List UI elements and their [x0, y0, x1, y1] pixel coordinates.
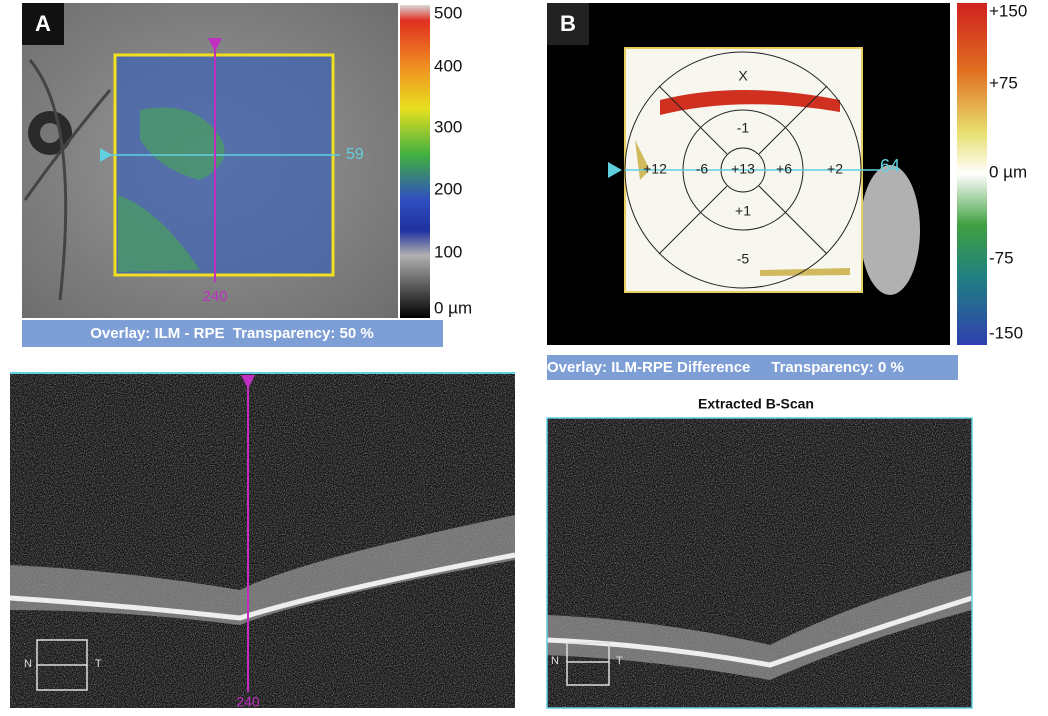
vertical-arrow	[241, 375, 255, 389]
optic-cup	[40, 123, 60, 143]
panel-b: 64 X -1 -6 +13 +6 +2 +12 +1 -5 B +150 +7…	[547, 1, 1027, 412]
colorbar-label: 0 µm	[434, 298, 472, 317]
panel-a: A 59 240 500 400 300 200 100 0 µm Overla…	[22, 3, 472, 347]
orientation-box	[566, 642, 610, 686]
bscan-a: 240 N T	[9, 372, 516, 710]
panel-label-box	[547, 3, 589, 45]
colorbar	[400, 5, 430, 318]
colorbar-label: 500	[434, 3, 462, 22]
thickness-overlay	[113, 53, 335, 277]
grid-label: +12	[643, 161, 667, 177]
panel-label: B	[560, 11, 576, 36]
rpe-band	[9, 552, 516, 621]
horizontal-marker: 64	[880, 156, 900, 176]
colorbar-label: 200	[434, 179, 462, 198]
vessels	[23, 59, 112, 301]
grid-label: -1	[737, 120, 750, 136]
bscan-border	[546, 417, 973, 709]
colorbar-label: 100	[434, 242, 462, 261]
colorbar-label: 0 µm	[989, 162, 1027, 181]
horizontal-marker: 59	[346, 146, 364, 163]
orientation-label: T	[616, 655, 623, 667]
panel-label: A	[35, 11, 51, 36]
scan-halo	[860, 165, 920, 295]
bscan-marker: 240	[236, 694, 260, 710]
overlay-bar	[22, 320, 443, 347]
colorbar-label: 300	[434, 117, 462, 136]
colorbar-label: -75	[989, 248, 1014, 267]
scan-arrow	[100, 148, 112, 162]
grid-label: +6	[776, 161, 792, 177]
overlay-bar	[547, 355, 958, 380]
colorbar-label: +150	[989, 1, 1027, 20]
map-red-band	[660, 90, 840, 115]
colorbar-label: 400	[434, 56, 462, 75]
retina-layer	[547, 570, 972, 680]
overlay-text: Overlay: ILM - RPE Transparency: 50 %	[90, 325, 373, 342]
orientation-label: N	[551, 655, 559, 667]
orientation-label: T	[95, 658, 102, 670]
rpe-band	[546, 595, 973, 668]
grid-label: -5	[737, 251, 750, 267]
scan-arrow	[608, 162, 622, 178]
overlay-text: Overlay: ILM-RPE Difference Transparency…	[547, 359, 904, 376]
colorbar-label: -150	[989, 323, 1023, 342]
retina-layer	[10, 515, 515, 625]
grid-label: X	[738, 68, 748, 84]
overlay-thick-area	[118, 107, 225, 272]
bscan-title: Extracted B-Scan	[698, 396, 814, 412]
grid-label: +1	[735, 203, 751, 219]
panel-label-box	[22, 3, 64, 45]
colorbar	[957, 3, 987, 345]
vertical-arrow	[208, 38, 222, 52]
grid-label: +2	[827, 161, 843, 177]
grid-label: +13	[731, 161, 755, 177]
grid-label: -6	[696, 161, 709, 177]
colorbar-label: +75	[989, 73, 1018, 92]
vertical-marker: 240	[202, 288, 227, 305]
orientation-label: N	[24, 658, 32, 670]
bscan-b: N T	[546, 417, 973, 709]
